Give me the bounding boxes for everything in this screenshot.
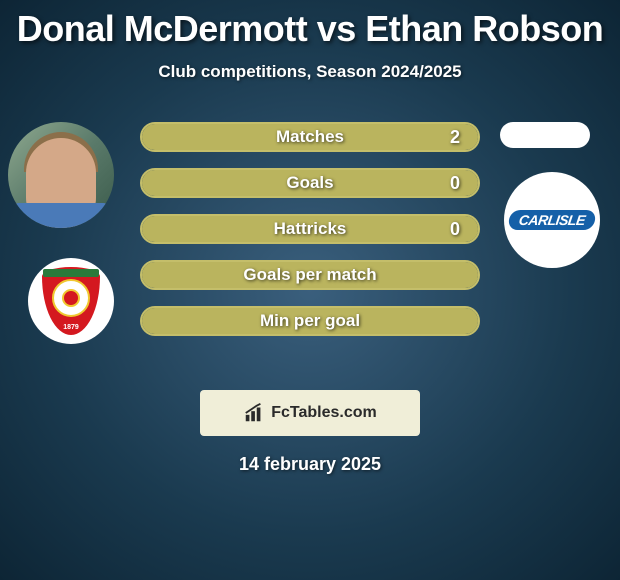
stat-label: Matches [142, 127, 478, 147]
player-right-photo [500, 122, 590, 148]
stat-row: Goals per match [140, 260, 480, 290]
club-right-logo: CARLISLE [508, 210, 597, 230]
stat-row: Min per goal [140, 306, 480, 336]
comparison-area: 1879 CARLISLE Matches2Goals0Hattricks0Go… [0, 122, 620, 382]
stat-row: Matches2 [140, 122, 480, 152]
stat-label: Goals per match [142, 265, 478, 285]
attribution-badge[interactable]: FcTables.com [200, 390, 420, 436]
shield-icon: 1879 [42, 267, 100, 335]
club-badge-right: CARLISLE [504, 172, 600, 268]
player-left-photo [8, 122, 114, 228]
stat-value: 2 [450, 127, 460, 148]
stat-label: Min per goal [142, 311, 478, 331]
club-badge-left: 1879 [28, 258, 114, 344]
stat-label: Hattricks [142, 219, 478, 239]
stat-row: Goals0 [140, 168, 480, 198]
subtitle: Club competitions, Season 2024/2025 [0, 62, 620, 82]
stat-label: Goals [142, 173, 478, 193]
date-label: 14 february 2025 [0, 454, 620, 475]
club-year: 1879 [63, 324, 79, 331]
page-title: Donal McDermott vs Ethan Robson [0, 0, 620, 50]
chart-icon [243, 402, 265, 424]
stat-value: 0 [450, 219, 460, 240]
stat-row: Hattricks0 [140, 214, 480, 244]
stats-container: Matches2Goals0Hattricks0Goals per matchM… [140, 122, 480, 352]
attribution-text: FcTables.com [271, 404, 377, 422]
stat-value: 0 [450, 173, 460, 194]
